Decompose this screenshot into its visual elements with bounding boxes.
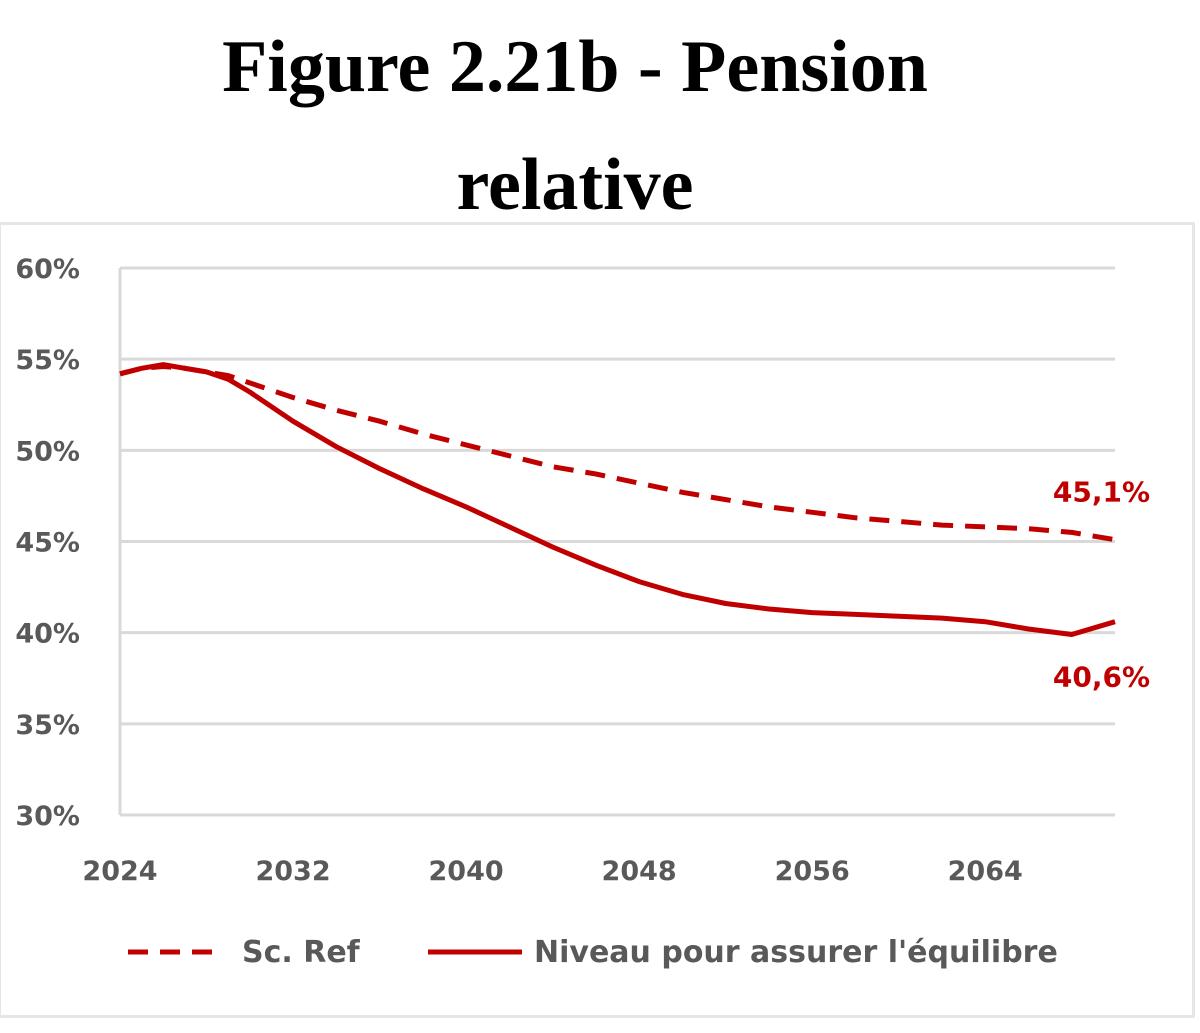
series-line-sc-ref (119, 364, 1116, 543)
x-tick-label: 2040 (429, 856, 504, 887)
x-tick-label: 2024 (82, 856, 157, 887)
x-tick-label: 2032 (255, 856, 330, 887)
series-line-niveau-equilibre (119, 362, 1116, 637)
chart-title: Figure 2.21b - Pension relative (0, 8, 1150, 244)
y-tick-label: 50% (15, 436, 80, 467)
y-tick-label: 60% (15, 254, 80, 285)
y-axis-ticks: 60% 55% 50% 45% 40% 35% 30% (15, 254, 80, 832)
end-labels: 45,1% 40,6% (1053, 476, 1150, 694)
y-tick-label: 30% (15, 801, 80, 832)
legend: Sc. Ref Niveau pour assurer l'équilibre (128, 935, 1058, 970)
x-axis-ticks: 2024 2032 2040 2048 2056 2064 (82, 856, 1022, 887)
legend-label-sc-ref: Sc. Ref (242, 935, 361, 970)
x-tick-label: 2048 (602, 856, 677, 887)
chart-frame (0, 222, 1195, 1018)
legend-label-niveau-equilibre: Niveau pour assurer l'équilibre (534, 935, 1058, 970)
x-tick-label: 2064 (948, 856, 1023, 887)
y-tick-label: 45% (15, 528, 80, 559)
y-tick-label: 55% (15, 345, 80, 376)
x-tick-label: 2056 (775, 856, 850, 887)
y-tick-label: 35% (15, 710, 80, 741)
gridlines (118, 266, 1115, 817)
chart-title-line-2: relative (456, 144, 694, 226)
end-label-niveau-equilibre: 40,6% (1053, 661, 1150, 694)
series-lines (119, 362, 1116, 637)
y-tick-label: 40% (15, 619, 80, 650)
chart-title-line-1: Figure 2.21b - Pension (222, 26, 928, 108)
end-label-sc-ref: 45,1% (1053, 476, 1150, 509)
